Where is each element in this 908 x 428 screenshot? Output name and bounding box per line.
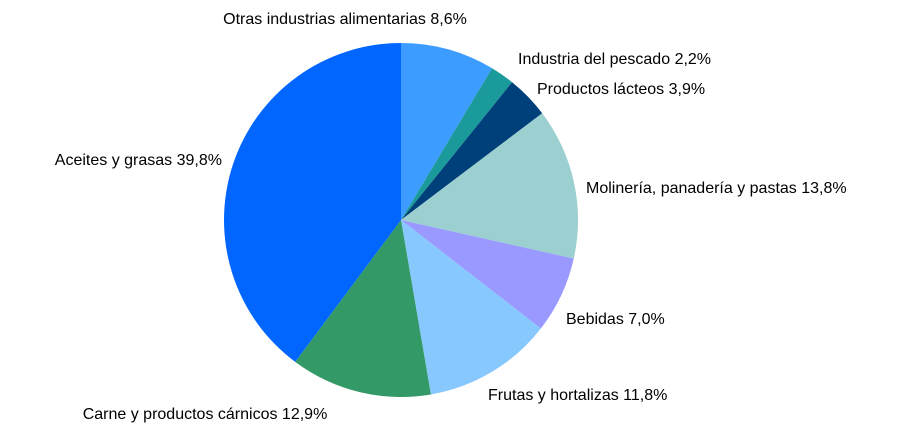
slice-value: 2,2% <box>675 51 711 68</box>
slice-label: Frutas y hortalizas 11,8% <box>488 387 667 404</box>
slice-label: Bebidas 7,0% <box>566 311 665 328</box>
slice-name: Otras industrias alimentarias <box>223 11 426 28</box>
pie-slice <box>295 220 431 398</box>
slice-value: 3,9% <box>669 81 705 98</box>
slice-label: Aceites y grasas 39,8% <box>55 152 222 169</box>
slice-value: 39,8% <box>177 152 222 169</box>
pie-slice <box>401 43 493 220</box>
slice-name: Productos lácteos <box>537 81 664 98</box>
slice-value: 13,8% <box>801 180 846 197</box>
pie-slice <box>401 82 543 220</box>
slice-value: 12,9% <box>282 406 327 423</box>
slice-value: 11,8% <box>623 387 667 404</box>
slice-value: 7,0% <box>628 311 664 328</box>
slice-name: Aceites y grasas <box>55 152 172 169</box>
slice-value: 8,6% <box>430 11 466 28</box>
slice-label: Otras industrias alimentarias 8,6% <box>223 11 467 28</box>
slice-label: Industria del pescado 2,2% <box>518 51 711 68</box>
slice-name: Carne y productos cárnicos <box>83 406 278 423</box>
slice-label: Carne y productos cárnicos 12,9% <box>83 406 328 423</box>
slice-name: Bebidas <box>566 311 624 328</box>
pie-slice <box>401 113 578 259</box>
pie-slice <box>223 43 401 362</box>
pie-slice <box>401 220 574 329</box>
slice-name: Frutas y hortalizas <box>488 387 619 404</box>
slice-name: Molinería, panadería y pastas <box>586 180 797 197</box>
slice-label: Productos lácteos 3,9% <box>537 81 705 98</box>
slice-label: Molinería, panadería y pastas 13,8% <box>586 180 847 197</box>
pie-slice <box>401 68 513 221</box>
slice-name: Industria del pescado <box>518 51 670 68</box>
pie-slice <box>401 220 541 395</box>
